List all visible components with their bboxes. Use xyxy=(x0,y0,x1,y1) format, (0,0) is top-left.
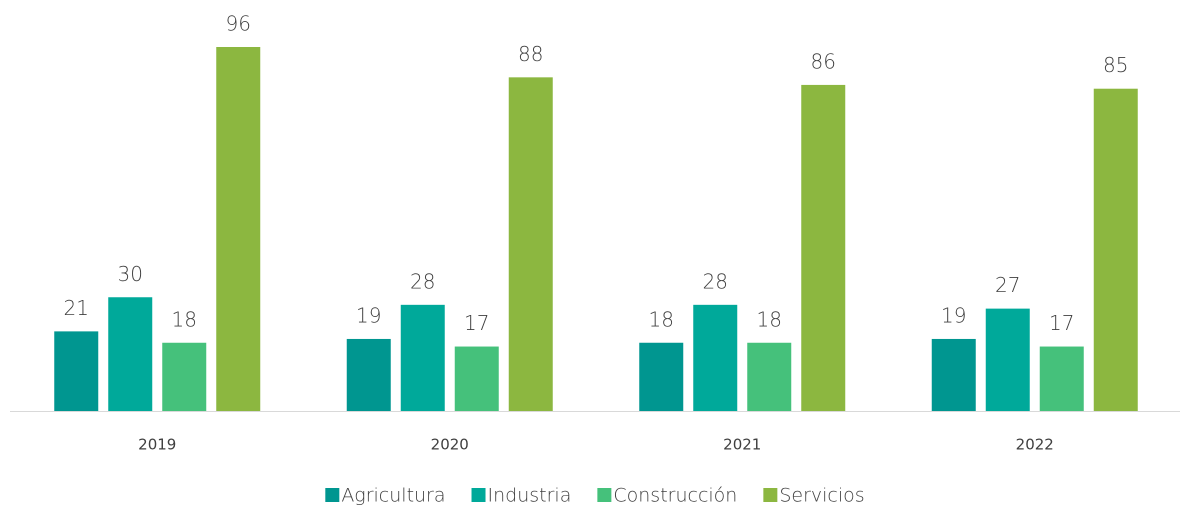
data-label: 17 xyxy=(464,311,489,335)
bar xyxy=(400,304,445,411)
data-label: 27 xyxy=(995,273,1020,297)
legend-label: Servicios xyxy=(779,485,864,507)
bar xyxy=(985,308,1030,411)
data-label: 18 xyxy=(649,307,674,331)
legend-swatch xyxy=(597,488,612,502)
legend-label: Industria xyxy=(488,485,572,507)
data-label: 18 xyxy=(757,307,782,331)
x-tick-label: 2019 xyxy=(138,436,176,454)
legend-swatch xyxy=(763,488,778,502)
legend-swatch xyxy=(471,488,486,502)
bar xyxy=(639,342,684,411)
legend-label: Construcción xyxy=(613,485,737,507)
data-label: 19 xyxy=(356,303,381,327)
bar xyxy=(346,338,391,411)
bar xyxy=(747,342,792,411)
data-label: 21 xyxy=(64,296,89,320)
bar xyxy=(1093,88,1138,411)
data-label: 28 xyxy=(410,269,435,293)
legend-label: Agricultura xyxy=(341,485,445,507)
x-tick-label: 2020 xyxy=(431,436,469,454)
bar xyxy=(508,77,553,411)
bar xyxy=(216,47,261,411)
data-label: 18 xyxy=(172,307,197,331)
data-label: 96 xyxy=(226,12,251,36)
data-label: 30 xyxy=(118,262,143,286)
legend-swatch xyxy=(325,488,340,502)
bar xyxy=(1039,346,1084,411)
x-tick-label: 2021 xyxy=(723,436,761,454)
bar xyxy=(693,304,738,411)
bar xyxy=(108,297,153,411)
bar xyxy=(801,84,846,412)
data-label: 19 xyxy=(941,303,966,327)
data-label: 28 xyxy=(703,269,728,293)
data-label: 85 xyxy=(1103,53,1128,77)
data-label: 86 xyxy=(811,49,836,73)
bar xyxy=(931,338,976,411)
bar xyxy=(454,346,499,411)
data-label: 17 xyxy=(1049,311,1074,335)
x-tick-label: 2022 xyxy=(1016,436,1054,454)
bar xyxy=(54,331,99,411)
bar xyxy=(162,342,207,411)
data-label: 88 xyxy=(518,42,543,66)
